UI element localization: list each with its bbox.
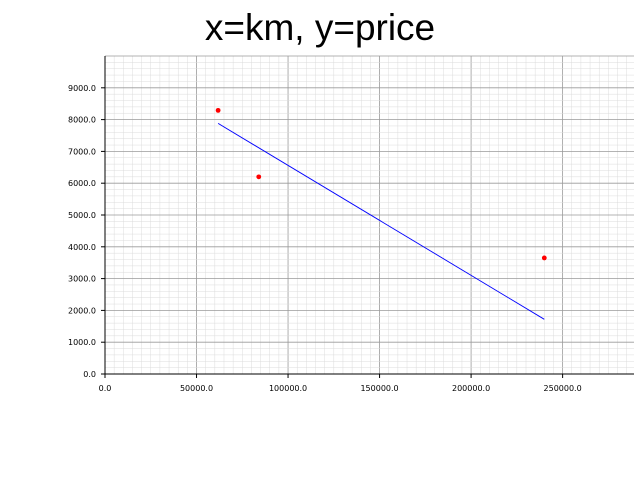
y-tick-label: 8000.0 [68,116,96,125]
y-tick-label: 4000.0 [68,243,96,252]
y-tick-label: 7000.0 [68,147,96,156]
data-point [256,174,262,180]
y-tick-label: 5000.0 [68,211,96,220]
chart-title: x=km, y=price [204,7,436,48]
y-tick-label: 1000.0 [68,338,96,347]
y-tick-label: 3000.0 [68,275,96,284]
x-tick-label: 0.0 [99,384,112,393]
x-tick-label: 50000.0 [180,384,213,393]
x-tick-label: 100000.0 [269,384,307,393]
regression-line [217,123,545,320]
x-tick-label: 150000.0 [360,384,398,393]
x-tick-label: 200000.0 [452,384,490,393]
data-point [541,255,547,261]
y-tick-label: 0.0 [83,370,96,379]
y-tick-label: 2000.0 [68,306,96,315]
x-tick-label: 250000.0 [544,384,582,393]
y-tick-label: 9000.0 [68,84,96,93]
data-point [215,107,221,113]
y-tick-label: 6000.0 [68,179,96,188]
